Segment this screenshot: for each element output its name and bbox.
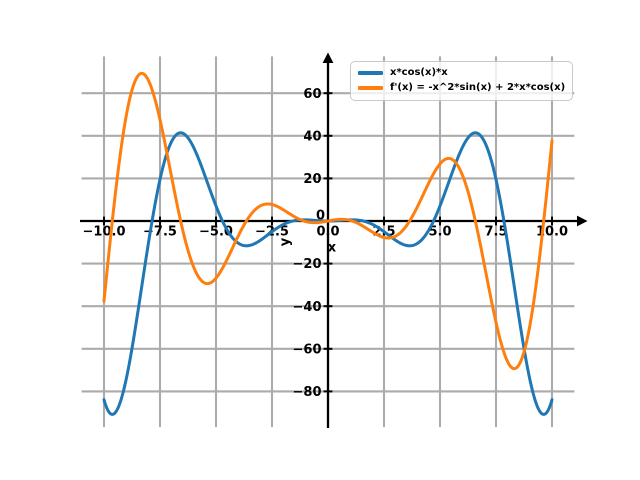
x-tick-label: 5.0	[428, 225, 451, 240]
y-tick-label: 40	[303, 129, 321, 144]
y-axis-label: y	[278, 237, 293, 246]
x-tick-label: 7.5	[484, 225, 507, 240]
legend: x*cos(x)*x f'(x) = -x^2*sin(x) + 2*x*cos…	[350, 61, 574, 101]
y-tick-label: −60	[293, 342, 322, 357]
x-axis-arrowhead-icon	[577, 215, 588, 227]
y-tick-label: −40	[293, 300, 322, 315]
legend-item: f'(x) = -x^2*sin(x) + 2*x*cos(x)	[358, 82, 565, 94]
y-tick-label: −80	[293, 385, 322, 400]
series-line-1	[102, 71, 554, 371]
tick-labels: −10.0−7.5−5.0−2.50.02.55.07.510.0−80−60−…	[83, 87, 569, 400]
y-axis-arrowhead-icon	[322, 52, 334, 63]
legend-label-series-0: x*cos(x)*x	[390, 67, 448, 78]
series-lines	[102, 71, 554, 416]
y-tick-label: 60	[303, 87, 321, 102]
x-axis-label: x	[328, 241, 337, 256]
legend-label-series-1: f'(x) = -x^2*sin(x) + 2*x*cos(x)	[390, 82, 566, 93]
legend-swatch-series-0	[358, 71, 383, 75]
y-tick-label: 0	[316, 209, 325, 224]
y-tick-label: −20	[293, 257, 322, 272]
legend-swatch-series-1	[358, 86, 383, 90]
y-tick-label: 20	[303, 172, 321, 187]
legend-item: x*cos(x)*x	[358, 67, 565, 79]
x-tick-label: −10.0	[83, 225, 126, 240]
